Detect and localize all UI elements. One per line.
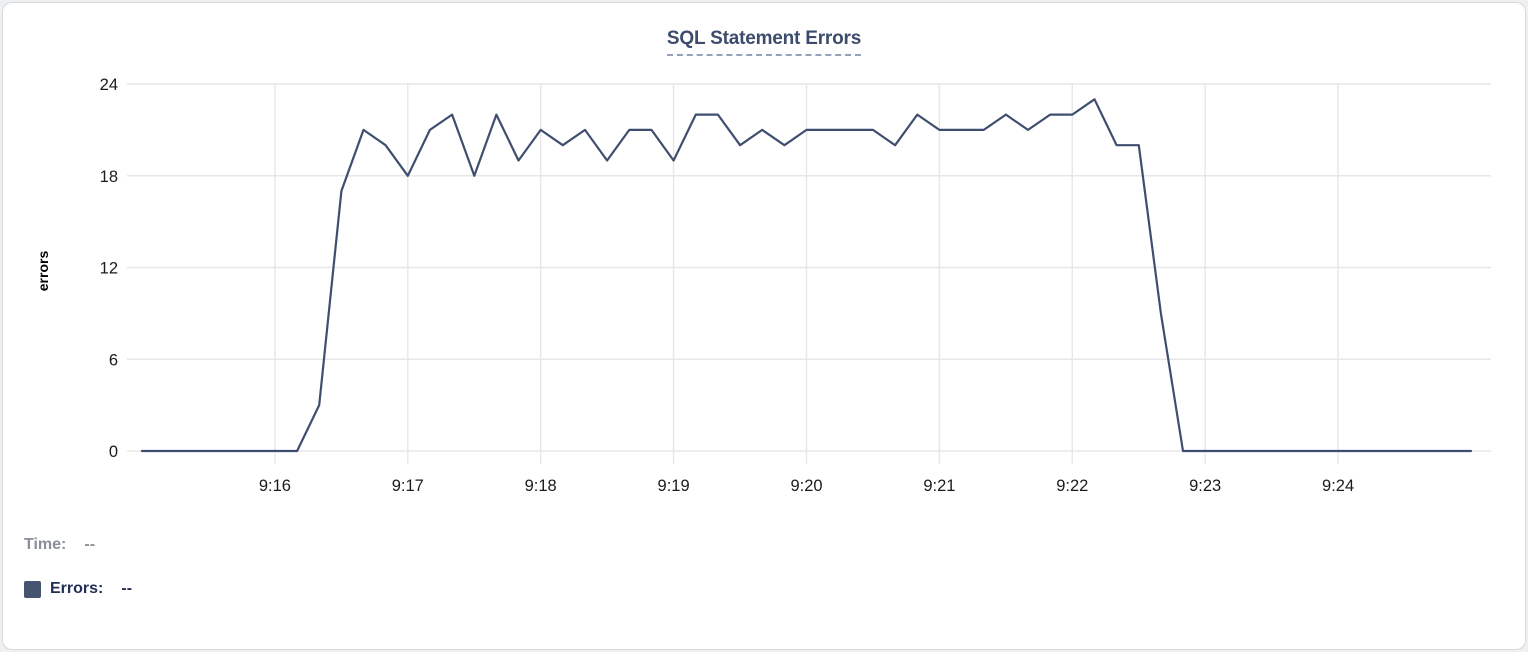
gridlines: [127, 83, 1491, 464]
x-tick-label: 9:21: [923, 477, 955, 495]
y-tick-label: 24: [100, 76, 118, 94]
errors-series-swatch: [24, 580, 41, 598]
y-tick-label: 6: [109, 351, 118, 369]
y-tick-label: 18: [100, 168, 118, 186]
x-tick-label: 9:17: [392, 477, 424, 495]
errors-readout-row: Errors: --: [24, 578, 132, 600]
x-tick-label: 9:20: [790, 477, 822, 495]
x-tick-label: 9:24: [1322, 477, 1354, 495]
chart-title[interactable]: SQL Statement Errors: [666, 28, 861, 56]
errors-label: Errors:: [50, 580, 104, 597]
y-tick-label: 12: [100, 260, 118, 278]
axis-tick-labels: 0 6 12 18 24 9:16 9:17 9:18 9:19 9:20 9:21 9:22 9:23…: [100, 76, 1355, 495]
time-readout-row: Time: --: [24, 534, 132, 556]
y-tick-label: 0: [109, 443, 118, 461]
y-axis-title: errors: [35, 251, 51, 292]
hover-readout: Time: -- Errors: --: [24, 534, 132, 600]
time-value: --: [84, 536, 96, 553]
x-tick-label: 9:23: [1189, 477, 1221, 495]
x-tick-label: 9:19: [658, 477, 690, 495]
chart-header: SQL Statement Errors: [0, 28, 1528, 56]
errors-series-line: [140, 98, 1473, 453]
time-label: Time:: [24, 536, 67, 553]
x-tick-label: 9:22: [1056, 477, 1088, 495]
errors-value: --: [121, 580, 133, 597]
x-tick-label: 9:18: [525, 477, 557, 495]
x-tick-label: 9:16: [259, 477, 291, 495]
